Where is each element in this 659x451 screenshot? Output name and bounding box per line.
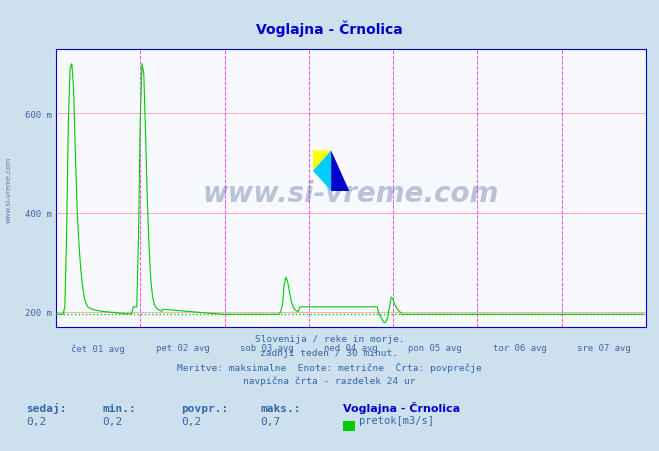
Text: sob 03 avg: sob 03 avg (240, 344, 293, 353)
Text: www.si-vreme.com: www.si-vreme.com (203, 180, 499, 208)
Text: www.si-vreme.com: www.si-vreme.com (5, 156, 12, 222)
Text: navpična črta - razdelek 24 ur: navpična črta - razdelek 24 ur (243, 375, 416, 385)
Polygon shape (313, 151, 331, 171)
Text: 0,2: 0,2 (102, 416, 123, 426)
Text: maks.:: maks.: (260, 403, 301, 413)
Text: sedaj:: sedaj: (26, 402, 67, 413)
Text: pon 05 avg: pon 05 avg (409, 344, 462, 353)
Text: tor 06 avg: tor 06 avg (492, 344, 546, 353)
Text: min.:: min.: (102, 403, 136, 413)
Text: 0,7: 0,7 (260, 416, 281, 426)
Text: čet 01 avg: čet 01 avg (71, 344, 125, 353)
Polygon shape (331, 151, 349, 192)
Text: povpr.:: povpr.: (181, 403, 229, 413)
Text: Voglajna - Črnolica: Voglajna - Črnolica (343, 400, 460, 413)
Polygon shape (313, 151, 331, 192)
Text: pretok[m3/s]: pretok[m3/s] (359, 415, 434, 425)
Text: Slovenija / reke in morje.: Slovenija / reke in morje. (255, 335, 404, 344)
Text: sre 07 avg: sre 07 avg (577, 344, 631, 353)
Text: zadnji teden / 30 minut.: zadnji teden / 30 minut. (260, 348, 399, 357)
Text: Meritve: maksimalne  Enote: metrične  Črta: povprečje: Meritve: maksimalne Enote: metrične Črta… (177, 362, 482, 372)
Text: 0,2: 0,2 (26, 416, 47, 426)
Text: 0,2: 0,2 (181, 416, 202, 426)
Text: pet 02 avg: pet 02 avg (156, 344, 210, 353)
Text: Voglajna - Črnolica: Voglajna - Črnolica (256, 20, 403, 37)
Text: ned 04 avg: ned 04 avg (324, 344, 378, 353)
